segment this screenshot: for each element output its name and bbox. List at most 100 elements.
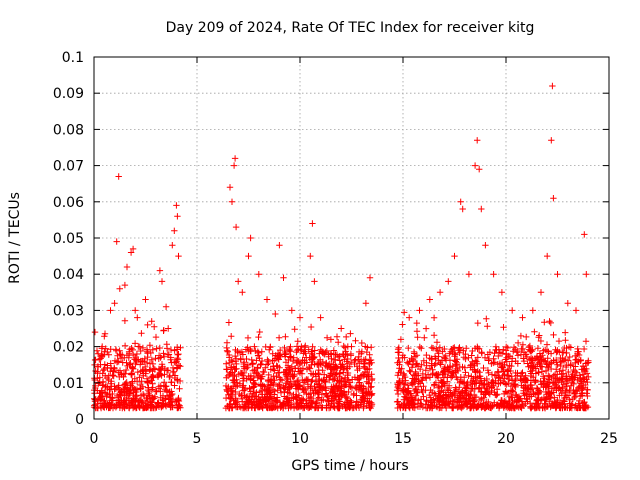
data-point-baseline	[143, 359, 151, 367]
data-point-baseline	[414, 403, 422, 410]
data-point-baseline	[508, 394, 515, 401]
data-point-baseline	[299, 365, 307, 372]
data-point-baseline	[502, 356, 509, 363]
data-point-baseline	[442, 355, 449, 362]
data-point-baseline	[117, 355, 125, 362]
data-point-baseline	[124, 362, 131, 370]
data-point-baseline	[174, 354, 181, 362]
data-point-baseline	[294, 398, 301, 406]
data-point-baseline	[417, 396, 425, 403]
data-point	[165, 325, 172, 332]
data-point-baseline	[527, 382, 535, 389]
data-point	[116, 285, 123, 292]
data-point-baseline	[443, 404, 450, 412]
data-point-baseline	[435, 393, 442, 401]
data-point-baseline	[327, 389, 334, 397]
data-point-baseline	[515, 393, 523, 400]
data-point-baseline	[435, 350, 442, 357]
data-point-baseline	[151, 323, 158, 330]
data-point-baseline	[535, 355, 542, 362]
data-point-baseline	[434, 384, 442, 391]
data-point-baseline	[540, 378, 547, 385]
data-point-baseline	[339, 363, 347, 370]
data-point-baseline	[584, 386, 591, 393]
data-point-baseline	[431, 381, 438, 388]
data-point-baseline	[418, 361, 425, 368]
data-point-baseline	[529, 367, 536, 374]
data-point	[288, 307, 295, 314]
data-point	[263, 296, 271, 303]
data-point	[459, 205, 466, 213]
data-point-baseline	[291, 326, 298, 333]
data-point-baseline	[98, 351, 105, 359]
data-point-baseline	[346, 403, 353, 411]
data-point	[317, 314, 324, 321]
data-point-baseline	[481, 354, 489, 361]
data-point-baseline	[295, 382, 302, 389]
data-point-baseline	[144, 348, 151, 355]
data-point-baseline	[118, 370, 125, 378]
data-point-baseline	[394, 383, 401, 391]
data-point-baseline	[152, 355, 159, 362]
data-point-baseline	[334, 390, 342, 398]
data-point-baseline	[484, 367, 492, 374]
data-point-baseline	[368, 399, 375, 406]
data-point-baseline	[275, 334, 283, 341]
data-point-baseline	[465, 354, 472, 361]
y-tick-label: 0.06	[53, 195, 84, 211]
data-point-baseline	[561, 344, 568, 352]
data-point-baseline	[456, 384, 463, 391]
data-point-baseline	[318, 384, 326, 392]
data-point-baseline	[528, 357, 535, 364]
data-point-baseline	[314, 395, 321, 403]
data-point-baseline	[272, 403, 279, 411]
data-point-baseline	[141, 355, 148, 362]
data-point	[99, 343, 106, 350]
data-point-baseline	[578, 378, 585, 385]
data-point	[457, 198, 464, 205]
data-point-baseline	[562, 337, 569, 344]
data-point-baseline	[559, 385, 566, 392]
data-point-baseline	[336, 357, 343, 364]
data-point-baseline	[332, 371, 339, 379]
data-point-baseline	[168, 379, 175, 386]
data-point-baseline	[462, 369, 469, 376]
data-point-baseline	[307, 385, 314, 392]
data-point-baseline	[421, 334, 428, 341]
data-point-baseline	[94, 387, 101, 394]
data-point	[550, 195, 557, 202]
data-point-baseline	[232, 352, 239, 360]
data-point-baseline	[239, 395, 246, 403]
data-point-baseline	[512, 346, 519, 353]
data-point-baseline	[518, 370, 525, 377]
data-point-baseline	[541, 319, 548, 326]
data-point-baseline	[258, 348, 265, 355]
data-point-baseline	[318, 391, 326, 398]
y-tick-label: 0.04	[53, 267, 84, 283]
data-point-baseline	[496, 349, 504, 356]
data-point-baseline	[284, 394, 292, 401]
data-point-baseline	[483, 403, 490, 411]
data-point-baseline	[148, 356, 155, 363]
data-point-baseline	[553, 382, 560, 390]
data-point-baseline	[271, 357, 278, 364]
data-point-baseline	[250, 379, 257, 386]
data-point-baseline	[398, 402, 405, 409]
data-point-baseline	[162, 383, 169, 390]
data-point-baseline	[545, 390, 553, 397]
data-point-baseline	[491, 359, 498, 366]
data-point-baseline	[474, 403, 481, 410]
data-point-baseline	[240, 382, 247, 389]
data-point-baseline	[353, 404, 360, 411]
data-point-baseline	[229, 404, 236, 412]
data-point	[362, 300, 370, 307]
data-point-baseline	[295, 403, 302, 410]
data-point-baseline	[259, 401, 267, 409]
data-point-baseline	[299, 356, 306, 364]
data-point	[348, 343, 355, 350]
data-point-baseline	[234, 382, 241, 389]
data-point-baseline	[537, 337, 545, 345]
data-point	[158, 278, 166, 285]
data-point	[529, 307, 536, 314]
data-point-baseline	[242, 404, 250, 412]
